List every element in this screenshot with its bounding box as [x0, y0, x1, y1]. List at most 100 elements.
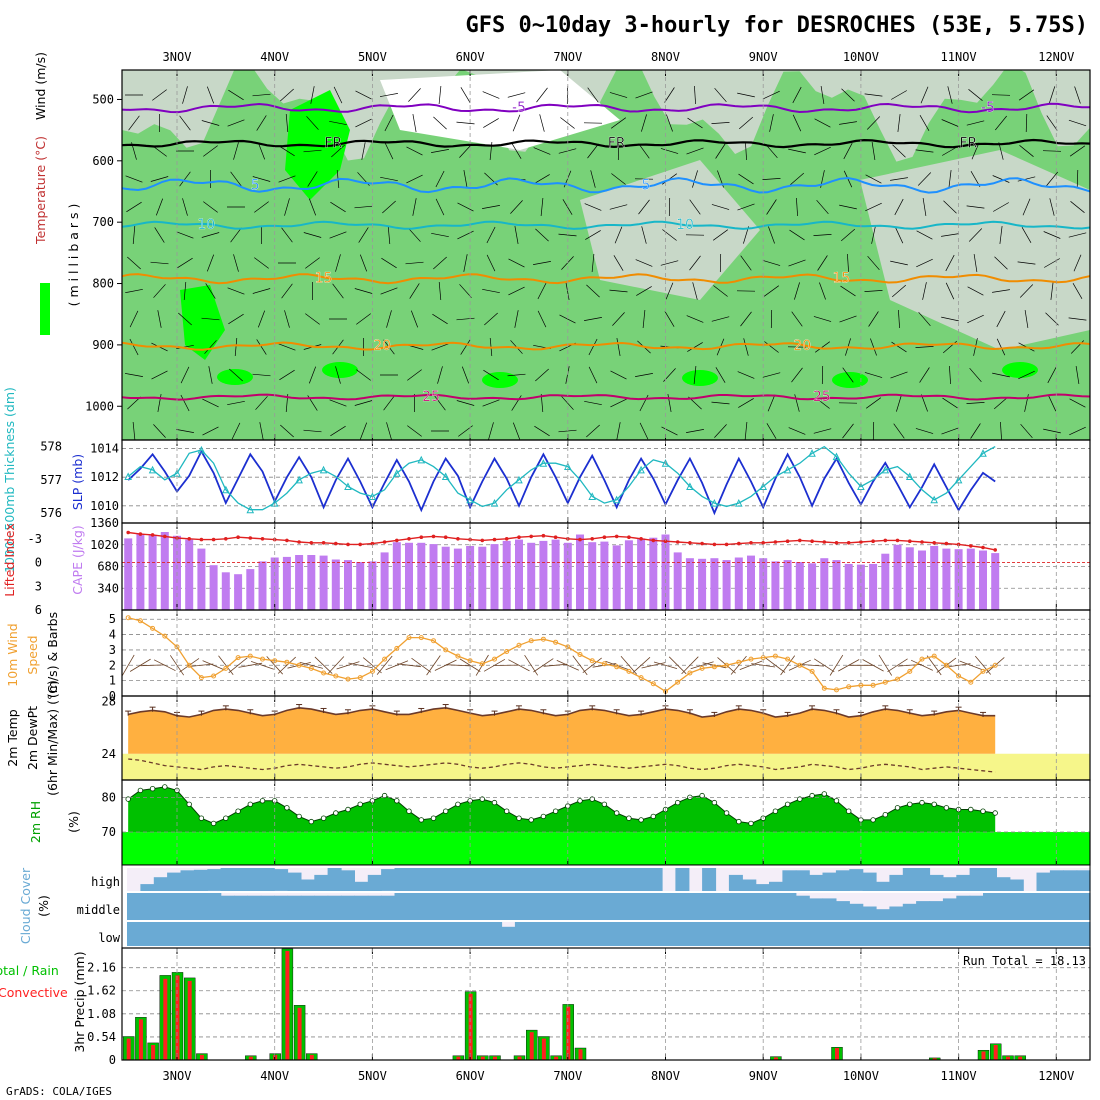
- cloud-bar: [260, 868, 275, 891]
- wind-barb: [463, 254, 468, 272]
- rh-marker: [516, 815, 522, 821]
- cloud-bar: [581, 868, 596, 891]
- cloud-bar: [501, 893, 516, 920]
- cloud-bar: [728, 874, 743, 891]
- wind-barb: [667, 394, 672, 412]
- wind-barb: [456, 317, 475, 321]
- cape-bar: [380, 552, 389, 610]
- wind-barb: [409, 283, 420, 299]
- wind-barb: [967, 286, 984, 296]
- rh-marker: [552, 808, 559, 814]
- rh-marker: [699, 792, 705, 799]
- precip-conv-bar: [773, 1057, 778, 1060]
- wind-barb: [512, 114, 521, 132]
- cloud-bar: [274, 895, 289, 920]
- cloud-bar: [835, 870, 850, 891]
- y-tick-label: 578: [40, 440, 62, 454]
- wind10-barb: [751, 663, 776, 668]
- wind-barb: [968, 89, 983, 101]
- wind-barb: [586, 424, 600, 438]
- lifted-index-marker: [895, 538, 900, 543]
- cloud-bar: [180, 870, 195, 891]
- cape-bar: [576, 534, 584, 610]
- cloud-bar: [140, 884, 155, 891]
- wind-barb: [864, 290, 883, 292]
- cloud-bar: [916, 922, 931, 946]
- wind-barb: [689, 255, 701, 271]
- isotherm-label: FR: [324, 136, 342, 152]
- wind-barb: [737, 203, 755, 211]
- wind-barb: [1000, 421, 1002, 440]
- y-tick-label: 28: [102, 694, 116, 708]
- wind-barb: [179, 171, 191, 187]
- cloud-bar: [448, 922, 462, 946]
- wind-barb: [330, 425, 346, 437]
- wind-barb: [356, 313, 371, 325]
- wind10-barb: [653, 661, 678, 669]
- lifted-index-marker: [737, 541, 741, 546]
- lifted-index-marker: [810, 539, 814, 543]
- wind-barb: [993, 396, 1009, 410]
- cape-bar: [124, 538, 133, 610]
- wind-barb: [610, 398, 627, 408]
- wind-barb: [915, 428, 934, 434]
- wind-barb: [995, 115, 1007, 131]
- wind10-barb: [362, 657, 382, 674]
- axis-label: CAPE (J/kg): [70, 525, 85, 595]
- wind10-barb: [336, 661, 360, 670]
- wind-barb: [711, 204, 730, 210]
- wind-barb: [762, 178, 781, 180]
- cloud-bar: [327, 868, 342, 891]
- wind-barb: [788, 148, 806, 154]
- cloud-bar: [595, 893, 610, 920]
- cloud-bar: [555, 893, 569, 920]
- cloud-bar: [193, 893, 208, 920]
- wind-barb: [155, 198, 164, 216]
- precip-label-total: Total / Rain: [0, 963, 59, 978]
- wind10-barb: [376, 655, 393, 675]
- cloud-bar: [514, 868, 529, 891]
- wind10-barb: [426, 655, 441, 676]
- rh-marker: [125, 796, 131, 802]
- thickness-marker: [295, 475, 303, 484]
- wind10-marker: [821, 685, 827, 691]
- cape-bar: [918, 550, 926, 610]
- wind-barb: [305, 313, 320, 325]
- wind-barb: [788, 259, 806, 267]
- wind-barb: [868, 311, 879, 327]
- cloud-bar: [461, 922, 476, 946]
- wind-barb: [638, 143, 650, 159]
- wind10-marker: [504, 649, 510, 654]
- wind-barb: [941, 316, 959, 322]
- wind10-marker: [162, 633, 168, 639]
- thickness-marker: [881, 465, 890, 474]
- lifted-index-marker: [431, 534, 436, 539]
- axis-label: Wind (m/s): [33, 52, 48, 120]
- wind10-marker: [931, 653, 937, 659]
- wind-barb: [769, 114, 774, 132]
- wind10-marker: [308, 665, 314, 671]
- cloud-bar: [849, 869, 864, 891]
- wind-barb: [333, 86, 343, 104]
- wind-barb: [917, 172, 932, 186]
- cloud-bar: [274, 869, 289, 891]
- cape-bar: [820, 558, 829, 610]
- cloud-bar: [474, 868, 489, 891]
- cape-bar: [429, 544, 438, 610]
- y-tick-label: 6: [35, 603, 42, 617]
- wind10-marker: [443, 647, 449, 653]
- cloud-bar: [675, 893, 690, 920]
- wind10-barb: [228, 657, 248, 674]
- rh-high-area: [1002, 362, 1038, 378]
- cape-bar: [698, 558, 707, 610]
- lifted-index-marker: [138, 532, 143, 536]
- cloud-bar: [996, 877, 1011, 891]
- cape-bar: [466, 546, 475, 610]
- cloud-bar: [300, 895, 315, 920]
- wind-barb: [482, 399, 500, 407]
- precip-conv-bar: [529, 1032, 534, 1060]
- cloud-bar: [167, 893, 182, 920]
- y-tick-label: 24: [102, 747, 116, 761]
- cape-bar: [649, 537, 658, 610]
- wind-barb: [842, 367, 854, 383]
